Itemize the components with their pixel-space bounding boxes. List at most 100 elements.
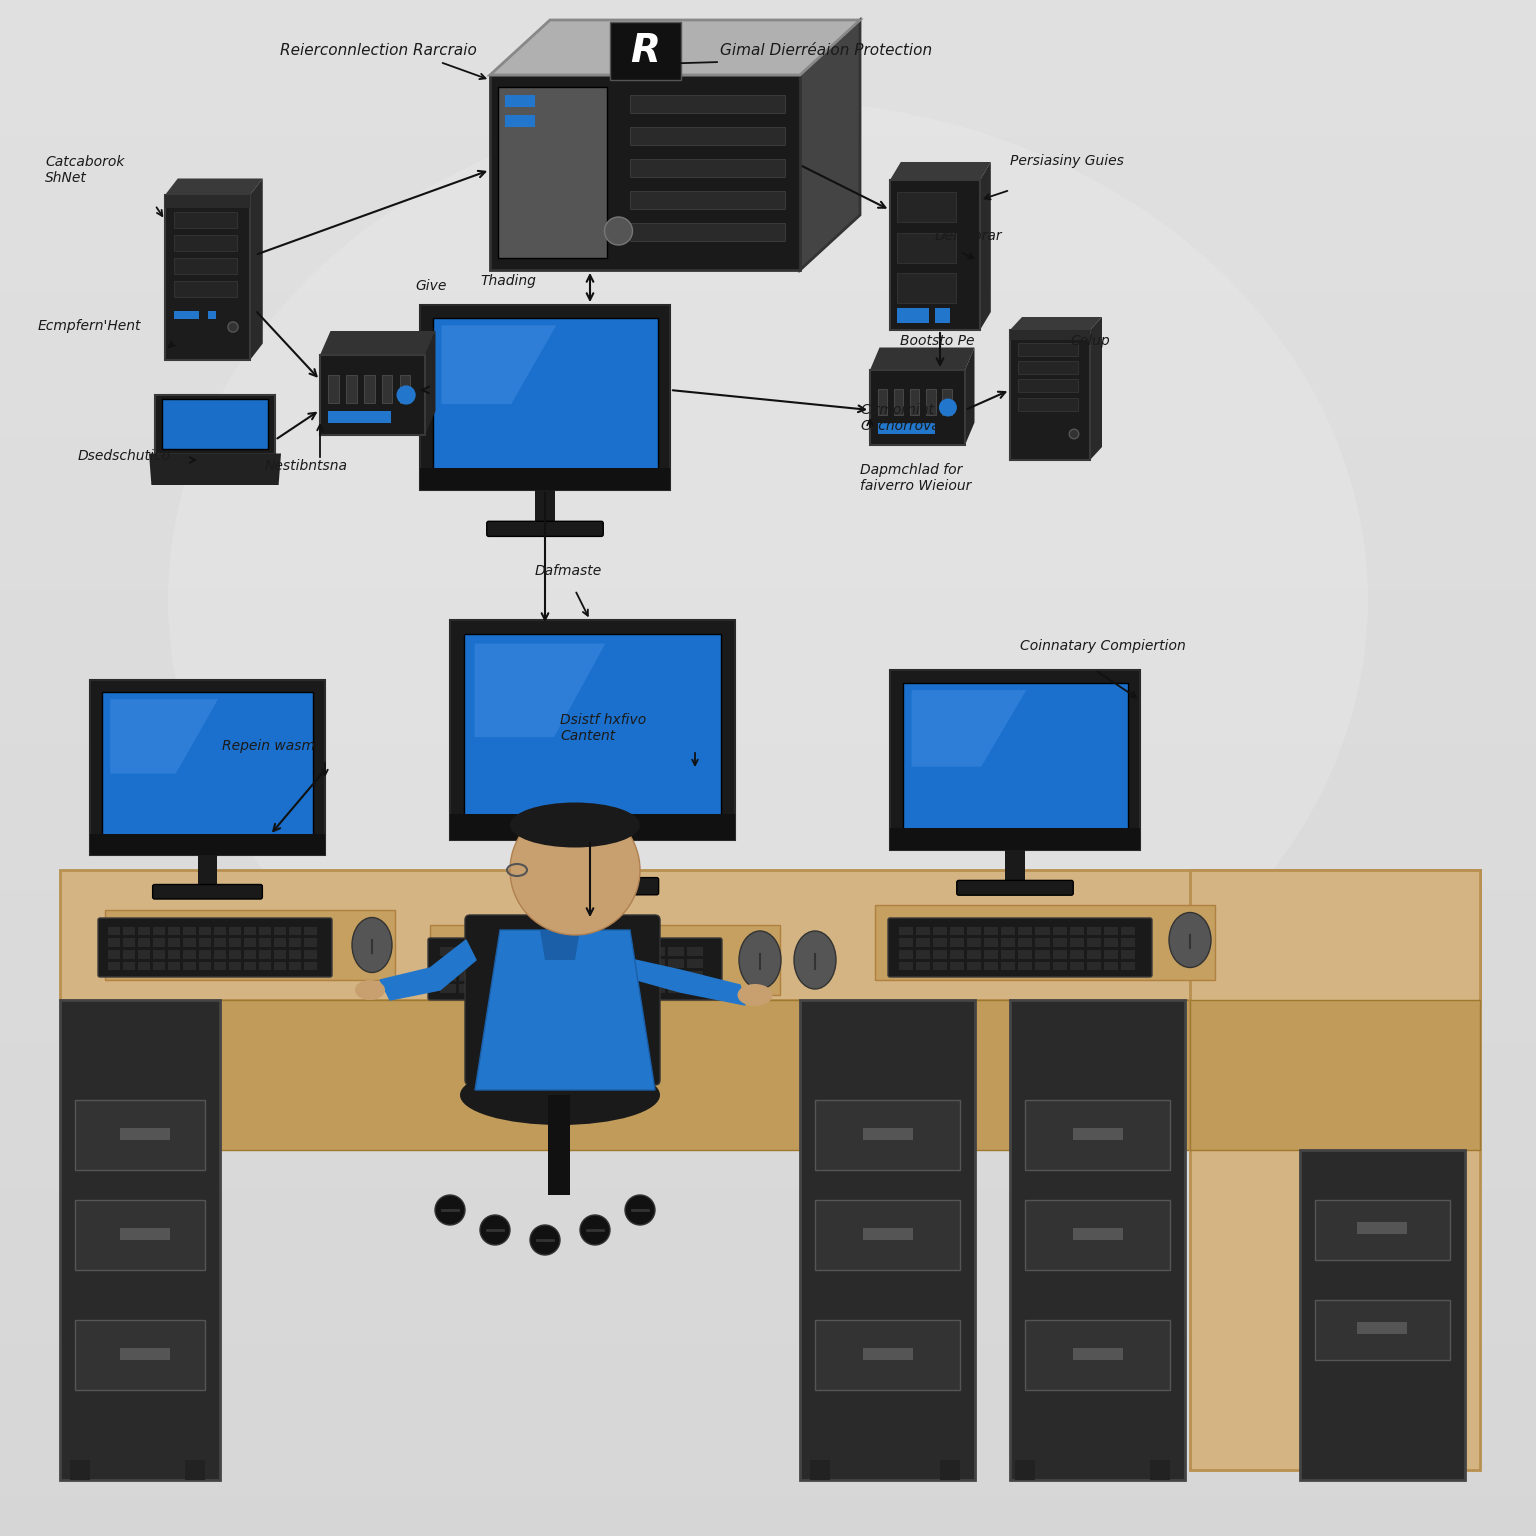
Bar <box>535 490 554 524</box>
Bar <box>304 949 316 958</box>
Bar <box>951 926 965 935</box>
Bar <box>877 422 934 433</box>
Bar <box>1104 938 1118 946</box>
Bar <box>0 261 1536 269</box>
Bar <box>184 1461 204 1481</box>
FancyBboxPatch shape <box>1190 869 1481 1470</box>
Bar <box>968 962 982 971</box>
Bar <box>1018 379 1078 392</box>
Bar <box>0 822 1536 829</box>
Bar <box>0 1052 1536 1060</box>
Bar <box>459 946 475 955</box>
Bar <box>0 691 1536 699</box>
Bar <box>1001 962 1015 971</box>
Bar <box>174 235 237 250</box>
Bar <box>630 223 785 241</box>
Bar <box>573 946 590 955</box>
Bar <box>1315 1200 1450 1260</box>
Bar <box>229 949 241 958</box>
Bar <box>0 1114 1536 1121</box>
Bar <box>0 1398 1536 1405</box>
Bar <box>1025 1100 1170 1170</box>
Bar <box>0 876 1536 883</box>
Bar <box>91 834 326 856</box>
Bar <box>0 868 1536 876</box>
Circle shape <box>1069 429 1078 439</box>
FancyBboxPatch shape <box>610 22 680 80</box>
Bar <box>0 384 1536 392</box>
Bar <box>611 971 627 982</box>
Bar <box>0 1528 1536 1536</box>
Bar <box>0 38 1536 46</box>
Bar <box>229 938 241 946</box>
Bar <box>573 971 590 982</box>
Bar <box>329 412 392 422</box>
Bar <box>304 962 316 971</box>
Bar <box>593 971 608 982</box>
Polygon shape <box>541 929 581 960</box>
Bar <box>940 1461 960 1481</box>
Bar <box>516 946 531 955</box>
Bar <box>1074 1227 1123 1240</box>
Bar <box>1001 949 1015 958</box>
Bar <box>329 375 339 402</box>
Bar <box>399 375 410 402</box>
Bar <box>244 938 257 946</box>
Bar <box>0 1236 1536 1244</box>
Bar <box>0 791 1536 799</box>
Bar <box>650 958 665 969</box>
Bar <box>0 499 1536 507</box>
Bar <box>1087 926 1101 935</box>
Bar <box>260 938 272 946</box>
Bar <box>1104 962 1118 971</box>
Bar <box>0 722 1536 730</box>
Bar <box>0 445 1536 453</box>
Ellipse shape <box>167 100 1369 1100</box>
Bar <box>1356 1322 1407 1333</box>
Bar <box>0 591 1536 599</box>
Bar <box>0 576 1536 584</box>
Bar <box>104 909 395 980</box>
Bar <box>439 958 456 969</box>
Bar <box>214 949 226 958</box>
FancyBboxPatch shape <box>433 318 657 475</box>
Bar <box>0 369 1536 376</box>
FancyBboxPatch shape <box>888 919 1152 977</box>
Bar <box>0 753 1536 760</box>
Ellipse shape <box>1169 912 1210 968</box>
Bar <box>899 949 912 958</box>
Polygon shape <box>441 326 556 404</box>
Bar <box>0 730 1536 737</box>
Bar <box>668 958 685 969</box>
FancyBboxPatch shape <box>163 399 267 449</box>
Bar <box>0 23 1536 31</box>
Ellipse shape <box>737 985 773 1006</box>
Bar <box>0 46 1536 54</box>
Bar <box>108 949 120 958</box>
Bar <box>0 553 1536 561</box>
Bar <box>630 946 647 955</box>
Bar <box>0 1244 1536 1252</box>
Circle shape <box>227 323 238 332</box>
Bar <box>1001 926 1015 935</box>
Bar <box>0 1421 1536 1428</box>
Bar <box>260 926 272 935</box>
Bar <box>0 1352 1536 1359</box>
Polygon shape <box>965 347 974 445</box>
Bar <box>0 515 1536 522</box>
Bar <box>0 1498 1536 1505</box>
Polygon shape <box>1011 316 1101 330</box>
Bar <box>0 123 1536 131</box>
Bar <box>573 958 590 969</box>
Bar <box>1121 962 1135 971</box>
Ellipse shape <box>352 917 392 972</box>
Bar <box>505 115 535 127</box>
Bar <box>0 1260 1536 1267</box>
Bar <box>894 389 903 415</box>
Bar <box>450 814 736 840</box>
Bar <box>260 949 272 958</box>
Bar <box>0 346 1536 353</box>
Bar <box>0 468 1536 476</box>
Circle shape <box>581 1215 610 1246</box>
Bar <box>1104 926 1118 935</box>
